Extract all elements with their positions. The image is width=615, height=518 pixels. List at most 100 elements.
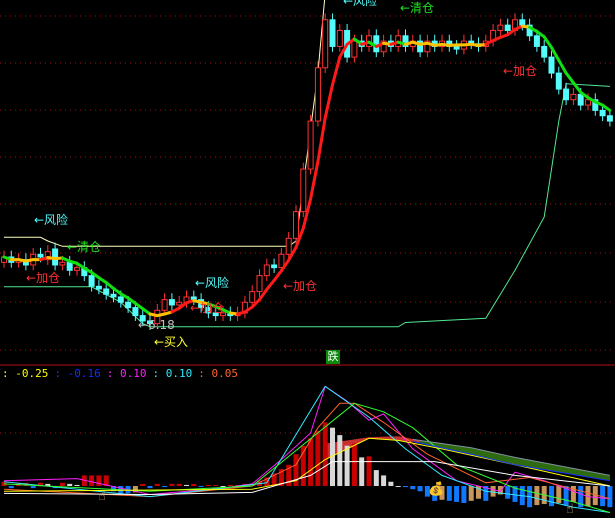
indicator-line <box>3 385 610 500</box>
candle <box>519 19 526 26</box>
histogram-bar <box>111 486 116 492</box>
band-fill <box>412 439 610 481</box>
candle <box>110 293 117 298</box>
histogram-bar <box>1 481 7 486</box>
histogram-bar <box>147 486 153 489</box>
candle <box>548 56 555 74</box>
ma-segment <box>104 281 115 290</box>
ma-segment <box>506 27 517 37</box>
ma-segment <box>265 278 276 291</box>
candle <box>293 211 299 239</box>
candle <box>402 35 409 47</box>
candle <box>285 237 292 255</box>
candle <box>424 40 431 53</box>
candle <box>300 168 307 213</box>
histogram-bar <box>417 486 423 492</box>
candle <box>88 275 95 287</box>
hand-pointer-icon: ☝ <box>98 489 106 504</box>
annotation-label: ←清仓 <box>67 240 102 254</box>
candle <box>103 288 110 295</box>
histogram-bar <box>103 475 109 486</box>
histogram-bar <box>388 481 394 486</box>
legend-value: : 0.10 <box>106 367 147 380</box>
histogram-bar <box>454 486 460 502</box>
candle <box>168 299 175 306</box>
ma-segment <box>272 269 283 282</box>
legend-value: : 0.05 <box>198 367 238 380</box>
candle <box>74 267 80 271</box>
price-panel <box>1 0 613 330</box>
candle <box>212 312 219 317</box>
histogram-bar <box>140 483 146 486</box>
candle <box>555 72 562 90</box>
histogram-bar <box>30 486 36 489</box>
ma-segment <box>287 245 298 262</box>
candle <box>220 312 226 317</box>
histogram-bar <box>483 486 489 501</box>
histogram-bar <box>592 486 598 506</box>
histogram-bar <box>8 486 14 489</box>
histogram-bar <box>512 486 518 502</box>
candle <box>570 93 577 101</box>
ma-segment <box>301 197 313 230</box>
histogram-bar <box>132 486 138 493</box>
ma-segment <box>564 71 575 85</box>
annotation-label: ←加仓 <box>190 301 225 315</box>
histogram-bar <box>235 484 241 486</box>
histogram-bar <box>38 482 43 486</box>
histogram-bar <box>315 430 321 486</box>
histogram-bar <box>446 486 452 501</box>
histogram-bar <box>468 486 474 501</box>
histogram-bar <box>154 483 160 486</box>
candle <box>176 301 183 306</box>
indicator-legend: : -0.25: -0.16: 0.10: 0.10: 0.05 <box>2 367 244 380</box>
ma-segment <box>112 286 123 296</box>
histogram-bar <box>286 464 292 486</box>
histogram-bar <box>395 486 401 487</box>
candle <box>322 19 329 69</box>
indicator-line <box>412 441 610 482</box>
histogram-bar <box>300 445 306 486</box>
ma-segment <box>316 116 327 164</box>
ma-segment <box>126 296 137 305</box>
ma-segment <box>331 55 342 87</box>
histogram-bar <box>505 486 511 499</box>
ma-segment <box>557 58 568 75</box>
indicator-line <box>3 461 610 496</box>
candle <box>44 251 51 261</box>
histogram-bar <box>563 486 569 506</box>
histogram-bar <box>578 486 584 508</box>
ma-segment <box>133 301 145 311</box>
annotation-label: ←买入 <box>154 335 189 349</box>
histogram-bar <box>351 443 357 486</box>
histogram-bar <box>439 486 445 500</box>
ma-segment <box>294 226 305 249</box>
ma-segment <box>345 37 356 46</box>
candle <box>117 296 124 303</box>
histogram-bar <box>271 473 277 486</box>
candle <box>278 253 285 269</box>
candle <box>585 99 591 106</box>
candle <box>271 264 278 269</box>
annotation-label: ←清仓 <box>400 1 435 15</box>
legend-value: : -0.25 <box>2 367 49 380</box>
histogram-bar <box>264 477 270 486</box>
histogram-bar <box>432 486 438 501</box>
candle <box>59 261 66 266</box>
hand-pointer-icon: ☝ <box>566 502 574 517</box>
histogram-bar <box>607 486 613 508</box>
histogram-bar <box>293 454 299 486</box>
ma-segment <box>90 270 101 280</box>
ma-segment <box>571 81 583 94</box>
histogram-bar <box>373 470 379 486</box>
candle <box>139 315 146 322</box>
histogram-bar <box>169 483 175 486</box>
candle <box>504 24 511 31</box>
histogram-bar <box>359 457 365 486</box>
candle <box>249 291 256 303</box>
candle <box>351 40 358 58</box>
histogram-bar <box>497 486 503 495</box>
candle <box>592 99 599 111</box>
histogram-bar <box>89 475 95 486</box>
